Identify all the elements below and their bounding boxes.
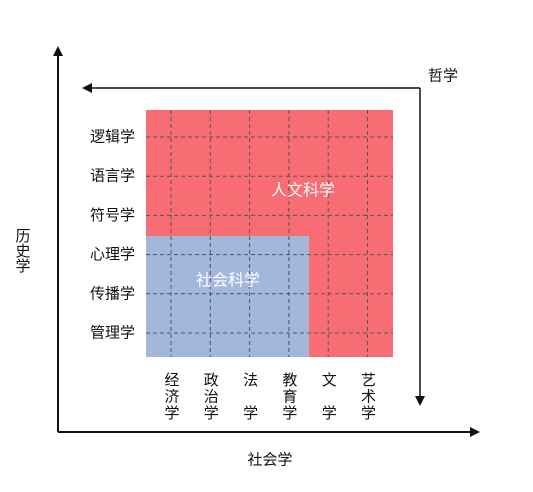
row-label: 传播学 xyxy=(90,284,135,302)
region-label: 社会科学 xyxy=(196,271,260,290)
row-label: 心理学 xyxy=(90,245,135,263)
row-label: 管理学 xyxy=(90,324,135,342)
horizontal-axis-label: 社会学 xyxy=(247,451,292,469)
column-label: 经济学 xyxy=(163,372,181,420)
social-sciences-area xyxy=(146,236,309,357)
inner-axis-label: 哲学 xyxy=(428,67,458,85)
grid xyxy=(146,110,393,357)
row-label: 逻辑学 xyxy=(90,128,135,146)
region-label: 人文科学 xyxy=(271,181,335,200)
column-label: 法学 xyxy=(241,372,259,420)
column-label: 政治学 xyxy=(202,372,220,420)
row-label: 语言学 xyxy=(90,167,135,185)
column-label: 艺术学 xyxy=(359,372,377,420)
column-label: 教育学 xyxy=(280,372,298,420)
column-label: 文学 xyxy=(320,372,338,420)
row-label: 符号学 xyxy=(90,206,135,224)
vertical-axis-label: 历史学 xyxy=(14,228,32,273)
